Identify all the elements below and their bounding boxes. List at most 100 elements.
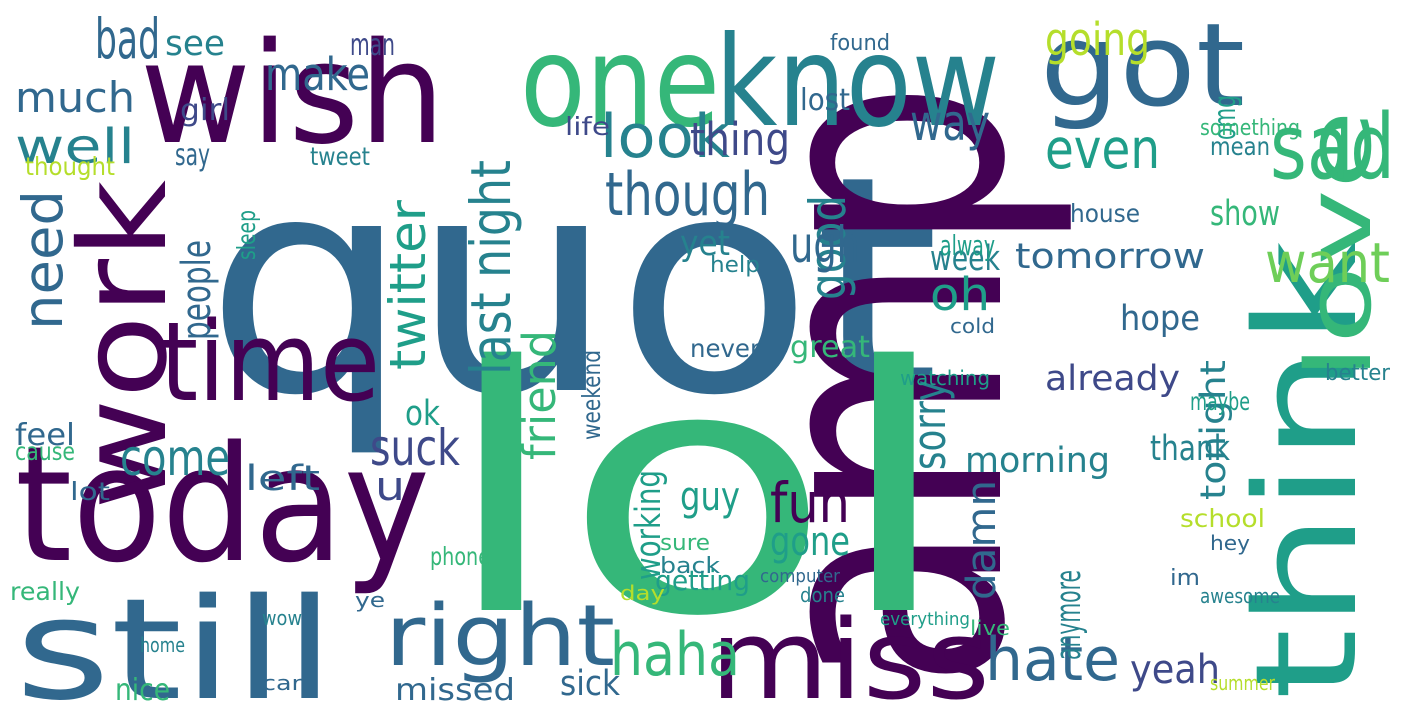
word: come: [120, 429, 230, 487]
word: sick: [560, 664, 621, 704]
word: feel: [15, 418, 75, 453]
word: ugh: [790, 216, 860, 274]
word: got: [1040, 0, 1245, 133]
word: really: [10, 577, 80, 606]
word: cause: [15, 437, 75, 466]
word: tonight: [1194, 360, 1234, 500]
word: working: [629, 470, 669, 580]
word: mean: [1210, 132, 1270, 161]
word: time: [160, 298, 380, 426]
word: car: [262, 671, 303, 695]
word: haha: [610, 620, 740, 690]
word: lost: [800, 83, 850, 118]
word: guy: [680, 474, 740, 520]
word: need: [11, 190, 75, 330]
word: anymore: [1049, 570, 1089, 660]
word: love: [1287, 110, 1392, 380]
word: hope: [1120, 299, 1200, 339]
word: alway: [940, 229, 995, 262]
word: maybe: [1190, 387, 1250, 416]
word: weekend: [577, 350, 606, 440]
word: way: [910, 94, 990, 152]
word: want: [1265, 231, 1390, 295]
word: help: [710, 253, 760, 278]
word: last night: [459, 160, 523, 375]
word: even: [1045, 117, 1160, 181]
word: amp: [685, 80, 1081, 690]
word: done: [800, 583, 845, 607]
word: house: [1070, 199, 1140, 228]
word: left: [245, 459, 320, 499]
word: lol: [440, 295, 955, 691]
word: u: [375, 464, 405, 510]
word: hey: [1210, 531, 1250, 555]
word: people: [174, 240, 220, 340]
word: day: [620, 581, 665, 605]
word: thing: [690, 113, 790, 166]
word: well: [15, 119, 135, 175]
word: say: [175, 138, 210, 173]
word: man: [350, 28, 395, 63]
word: back: [660, 554, 720, 579]
word: nice: [115, 673, 170, 708]
word: awesome: [1200, 584, 1280, 608]
word: sleep: [232, 210, 261, 260]
word: thought: [25, 152, 115, 181]
word: one: [520, 10, 720, 155]
word: tomorrow: [1015, 237, 1205, 277]
word: summer: [1210, 671, 1276, 695]
word: know: [715, 10, 1000, 155]
word: damn: [959, 480, 1005, 600]
word: much: [15, 73, 135, 122]
word: though: [605, 160, 770, 230]
word: never: [690, 334, 761, 363]
word: suck: [370, 419, 460, 477]
word: wish: [140, 13, 445, 176]
word: right: [385, 587, 615, 686]
word: bad: [95, 7, 160, 71]
word: home: [140, 633, 185, 657]
word: better: [1325, 361, 1391, 386]
word: fun: [770, 471, 850, 535]
word: thank: [1150, 429, 1231, 469]
word: work: [55, 179, 194, 510]
word: found: [830, 31, 890, 56]
word: live: [970, 616, 1010, 640]
word: going: [1045, 13, 1150, 66]
word: good: [799, 195, 857, 300]
word: something: [1200, 116, 1300, 141]
word: look: [600, 102, 730, 172]
word: getting: [655, 564, 750, 597]
word: morning: [965, 441, 1110, 481]
word: gone: [770, 519, 850, 565]
word: week: [930, 239, 1001, 279]
word: lot: [70, 477, 110, 506]
word: cold: [950, 314, 995, 338]
word: sure: [660, 531, 710, 556]
word: ok: [405, 394, 441, 434]
word: missed: [395, 673, 515, 708]
word: think: [1226, 240, 1389, 700]
word: oh: [930, 268, 990, 321]
word: great: [790, 330, 870, 365]
word: miss: [710, 596, 990, 711]
word: friend: [513, 330, 566, 460]
word: already: [1045, 359, 1180, 399]
word: quot: [205, 112, 940, 461]
word: watching: [900, 366, 990, 390]
word: make: [265, 48, 370, 101]
word: yet: [680, 224, 730, 264]
word: everything: [880, 609, 970, 630]
word: computer: [760, 566, 841, 587]
word: wow: [262, 606, 302, 630]
word: im: [1170, 566, 1200, 591]
word: school: [1180, 504, 1265, 533]
word: phone: [430, 542, 490, 571]
word: sad: [1270, 95, 1395, 200]
word: see: [165, 24, 225, 64]
word: life: [565, 112, 610, 141]
word: still: [15, 569, 335, 711]
word: today: [15, 411, 430, 598]
